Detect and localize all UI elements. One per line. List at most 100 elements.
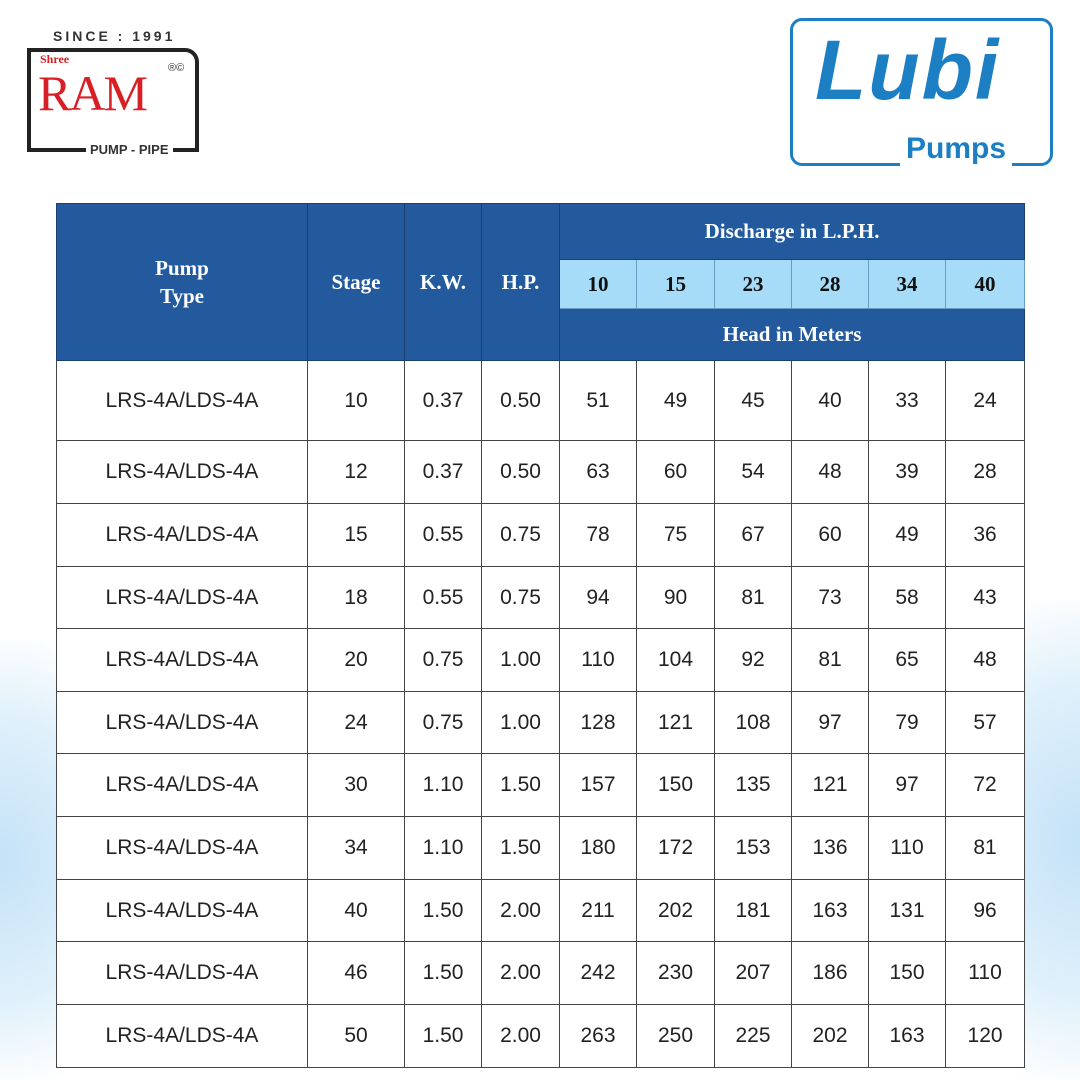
cell-head-10: 78 [559,503,637,567]
ram-tagline: PUMP - PIPE [86,142,173,157]
cell-hp: 2.00 [481,1004,560,1068]
cell-head-28: 202 [791,1004,869,1068]
cell-kw: 0.55 [404,503,482,567]
cell-head-10: 211 [559,879,637,942]
lubi-tagline: Pumps [900,132,1013,166]
cell-pump-type: LRS-4A/LDS-4A [56,691,308,754]
cell-stage: 20 [307,628,405,692]
cell-kw: 1.50 [404,941,482,1005]
cell-stage: 18 [307,566,405,629]
cell-head-15: 75 [636,503,715,567]
table-row: LRS-4A/LDS-4A 18 0.55 0.75 94 90 81 73 58 43 [56,566,1026,629]
table-row: LRS-4A/LDS-4A 50 1.50 2.00 263 250 225 202 163 12… [56,1004,1026,1068]
cell-head-23: 207 [714,941,792,1005]
cell-head-15: 49 [636,360,715,441]
cell-hp: 1.50 [481,816,560,880]
cell-kw: 0.55 [404,566,482,629]
cell-head-15: 202 [636,879,715,942]
cell-kw: 0.75 [404,691,482,754]
cell-pump-type: LRS-4A/LDS-4A [56,628,308,692]
cell-pump-type: LRS-4A/LDS-4A [56,1004,308,1068]
cell-pump-type: LRS-4A/LDS-4A [56,360,308,441]
cell-head-23: 67 [714,503,792,567]
cell-pump-type: LRS-4A/LDS-4A [56,879,308,942]
cell-kw: 1.10 [404,753,482,817]
discharge-value: 10 [559,259,637,309]
cell-stage: 40 [307,879,405,942]
cell-head-28: 73 [791,566,869,629]
table-row: LRS-4A/LDS-4A 10 0.37 0.50 51 49 45 40 33 24 [56,360,1026,441]
cell-head-40: 81 [944,816,1026,880]
cell-head-15: 121 [636,691,715,754]
discharge-value: 15 [636,259,715,309]
table-row: LRS-4A/LDS-4A 30 1.10 1.50 157 150 135 121 97 72 [56,753,1026,817]
cell-head-23: 153 [714,816,792,880]
cell-kw: 1.50 [404,1004,482,1068]
cell-stage: 12 [307,440,405,504]
cell-head-10: 263 [559,1004,637,1068]
cell-head-40: 120 [944,1004,1026,1068]
cell-head-28: 40 [791,360,869,441]
cell-head-23: 108 [714,691,792,754]
discharge-value: 40 [944,259,1026,309]
cell-head-40: 48 [944,628,1026,692]
ram-wordmark: RAM [38,65,148,121]
cell-head-40: 110 [944,941,1026,1005]
cell-head-10: 110 [559,628,637,692]
cell-kw: 0.37 [404,360,482,441]
cell-hp: 1.00 [481,628,560,692]
cell-hp: 1.00 [481,691,560,754]
cell-head-34: 33 [868,360,946,441]
shree-text: Shree [40,52,70,66]
cell-kw: 1.50 [404,879,482,942]
cell-stage: 34 [307,816,405,880]
table-row: LRS-4A/LDS-4A 20 0.75 1.00 110 104 92 81 65 48 [56,628,1026,692]
cell-head-28: 163 [791,879,869,942]
cell-head-34: 49 [868,503,946,567]
cell-head-34: 65 [868,628,946,692]
cell-kw: 0.75 [404,628,482,692]
table-row: LRS-4A/LDS-4A 34 1.10 1.50 180 172 153 136 110 81 [56,816,1026,880]
cell-stage: 24 [307,691,405,754]
cell-head-10: 94 [559,566,637,629]
table-row: LRS-4A/LDS-4A 15 0.55 0.75 78 75 67 60 49 36 [56,503,1026,567]
cell-pump-type: LRS-4A/LDS-4A [56,440,308,504]
cell-head-28: 97 [791,691,869,754]
cell-head-23: 81 [714,566,792,629]
cell-head-10: 180 [559,816,637,880]
cell-pump-type: LRS-4A/LDS-4A [56,816,308,880]
table-row: LRS-4A/LDS-4A 40 1.50 2.00 211 202 181 163 131 96 [56,879,1026,942]
cell-head-40: 28 [944,440,1026,504]
cell-head-10: 242 [559,941,637,1005]
cell-head-15: 230 [636,941,715,1005]
cell-head-28: 81 [791,628,869,692]
cell-head-23: 225 [714,1004,792,1068]
cell-head-34: 150 [868,941,946,1005]
discharge-value: 23 [714,259,792,309]
cell-head-23: 54 [714,440,792,504]
table-row: LRS-4A/LDS-4A 24 0.75 1.00 128 121 108 97 79 57 [56,691,1026,754]
cell-hp: 2.00 [481,941,560,1005]
cell-head-34: 58 [868,566,946,629]
discharge-value: 34 [868,259,946,309]
registered-mark: ®© [168,62,185,74]
cell-head-28: 136 [791,816,869,880]
cell-head-15: 104 [636,628,715,692]
cell-head-40: 36 [944,503,1026,567]
cell-head-40: 57 [944,691,1026,754]
cell-stage: 10 [307,360,405,441]
table-row: LRS-4A/LDS-4A 12 0.37 0.50 63 60 54 48 39 28 [56,440,1026,504]
cell-stage: 15 [307,503,405,567]
cell-head-15: 60 [636,440,715,504]
cell-head-23: 135 [714,753,792,817]
discharge-value: 28 [791,259,869,309]
cell-head-34: 79 [868,691,946,754]
cell-head-40: 43 [944,566,1026,629]
cell-head-28: 48 [791,440,869,504]
cell-pump-type: LRS-4A/LDS-4A [56,566,308,629]
cell-hp: 0.75 [481,566,560,629]
cell-kw: 0.37 [404,440,482,504]
header-discharge: Discharge in L.P.H. [558,203,1026,260]
since-text: SINCE : 1991 [53,28,176,44]
cell-head-40: 72 [944,753,1026,817]
